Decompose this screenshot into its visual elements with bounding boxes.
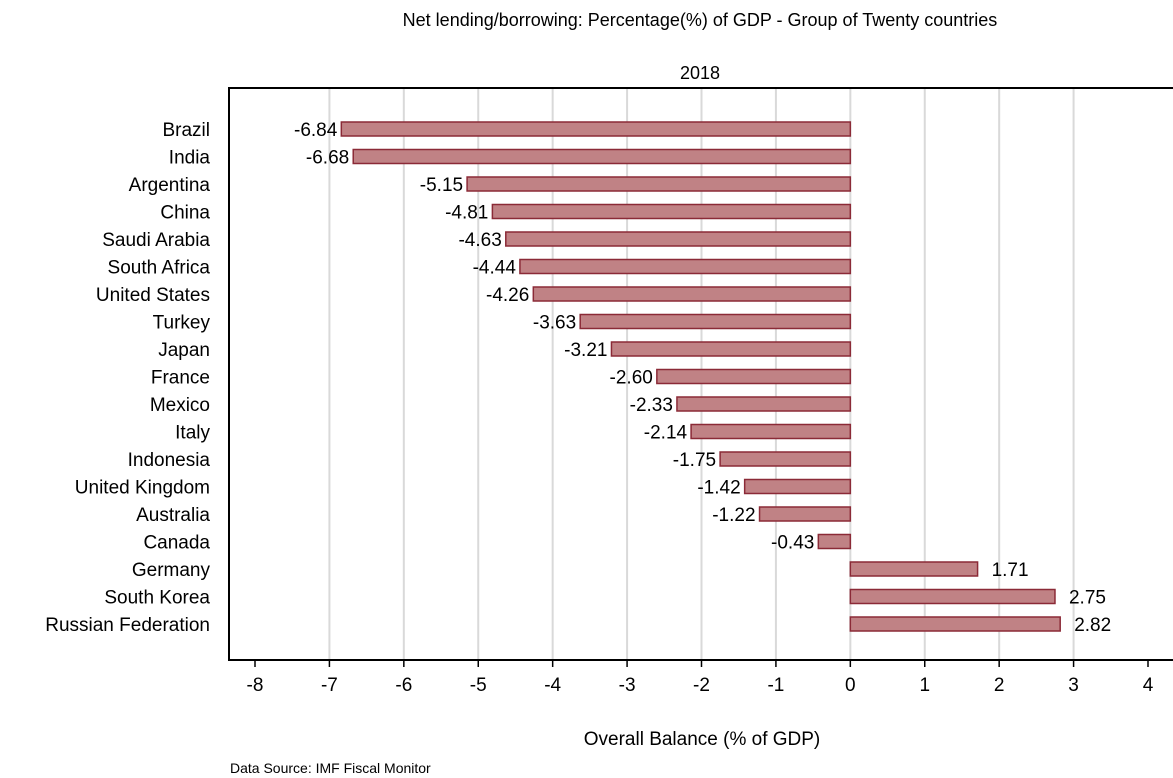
- bar: [676, 396, 852, 412]
- bar-value-label: -4.63: [458, 230, 501, 251]
- category-label: France: [151, 368, 210, 389]
- category-label: United Kingdom: [75, 478, 210, 499]
- category-label: Australia: [136, 505, 210, 526]
- bar-value-label: -5.15: [420, 175, 463, 196]
- bar: [579, 313, 852, 330]
- bar: [532, 286, 852, 302]
- bar: [817, 533, 852, 550]
- category-label: Mexico: [150, 395, 210, 416]
- bar-value-label: -4.26: [486, 285, 529, 306]
- x-tick-label: 3: [1068, 675, 1079, 696]
- bar-value-label: -2.14: [644, 423, 688, 444]
- x-tick-label: -6: [395, 675, 412, 696]
- x-tick-label: -2: [693, 675, 710, 696]
- bar: [690, 423, 852, 440]
- bar: [519, 258, 852, 275]
- bar-value-label: -1.42: [697, 478, 740, 499]
- category-label: Turkey: [153, 313, 211, 334]
- bar: [849, 588, 1056, 605]
- bar-value-label: 1.71: [992, 560, 1029, 581]
- bar-value-label: -1.22: [712, 505, 755, 526]
- bar: [849, 561, 979, 577]
- bar-value-label: 2.82: [1074, 615, 1111, 636]
- chart-subtitle: 2018: [680, 63, 720, 83]
- x-axis-label: Overall Balance (% of GDP): [584, 729, 821, 750]
- bar-value-label: -0.43: [771, 533, 814, 554]
- bar-value-label: 2.75: [1069, 588, 1106, 609]
- chart-title: Net lending/borrowing: Percentage(%) of …: [403, 10, 998, 30]
- x-axis-ticks: -8 -7 -6 -5 -4 -3 -2 -1 0 1 2 3 4: [247, 660, 1154, 696]
- x-tick-label: 2: [994, 675, 1005, 696]
- x-tick-label: -5: [470, 675, 487, 696]
- bar-value-label: -1.75: [673, 450, 716, 471]
- bar: [758, 506, 852, 522]
- x-tick-label: 4: [1143, 675, 1154, 696]
- source-note: Data Source: IMF Fiscal Monitor: [230, 760, 431, 776]
- bar-value-label: -4.44: [473, 258, 517, 279]
- bar: [610, 341, 852, 357]
- x-tick-label: 1: [919, 675, 930, 696]
- bar: [466, 176, 852, 192]
- bar-value-label: -3.21: [564, 340, 607, 361]
- category-label: Japan: [158, 340, 210, 361]
- category-label: South Korea: [104, 588, 210, 609]
- category-label: Russian Federation: [45, 615, 210, 636]
- category-label: Argentina: [129, 175, 211, 196]
- category-label: United States: [96, 285, 210, 306]
- category-label: Indonesia: [128, 450, 211, 471]
- x-tick-label: -8: [247, 675, 264, 696]
- category-label: China: [160, 203, 210, 224]
- category-label: Canada: [143, 533, 210, 554]
- category-labels: Brazil India Argentina China Saudi Arabia Sou…: [45, 120, 210, 636]
- bar-value-label: -4.81: [445, 203, 488, 224]
- category-label: Italy: [175, 423, 210, 444]
- bar: [849, 616, 1061, 632]
- bar: [340, 121, 852, 137]
- category-label: Saudi Arabia: [102, 230, 210, 251]
- bar: [743, 478, 852, 495]
- category-label: India: [169, 148, 211, 169]
- x-tick-label: -7: [321, 675, 338, 696]
- bar: [505, 231, 852, 247]
- value-labels: -6.84 -6.68 -5.15 -4.81 -4.63 -4.44 -4.26-3.63…: [294, 120, 1111, 636]
- bar: [719, 451, 852, 467]
- category-label: Brazil: [162, 120, 210, 141]
- bar-value-label: -2.33: [630, 395, 673, 416]
- bar-value-label: -2.60: [610, 368, 653, 389]
- bar-value-label: -3.63: [533, 313, 576, 334]
- bar: [656, 368, 852, 385]
- x-tick-label: -3: [619, 675, 636, 696]
- category-label: South Africa: [108, 258, 211, 279]
- x-tick-label: -1: [767, 675, 784, 696]
- x-tick-label: 0: [845, 675, 856, 696]
- bar: [352, 148, 852, 165]
- bar-value-label: -6.68: [306, 148, 349, 169]
- bars: [340, 121, 1061, 632]
- bar-value-label: -6.84: [294, 120, 338, 141]
- x-tick-label: -4: [544, 675, 561, 696]
- bar: [491, 203, 852, 220]
- category-label: Germany: [132, 560, 211, 581]
